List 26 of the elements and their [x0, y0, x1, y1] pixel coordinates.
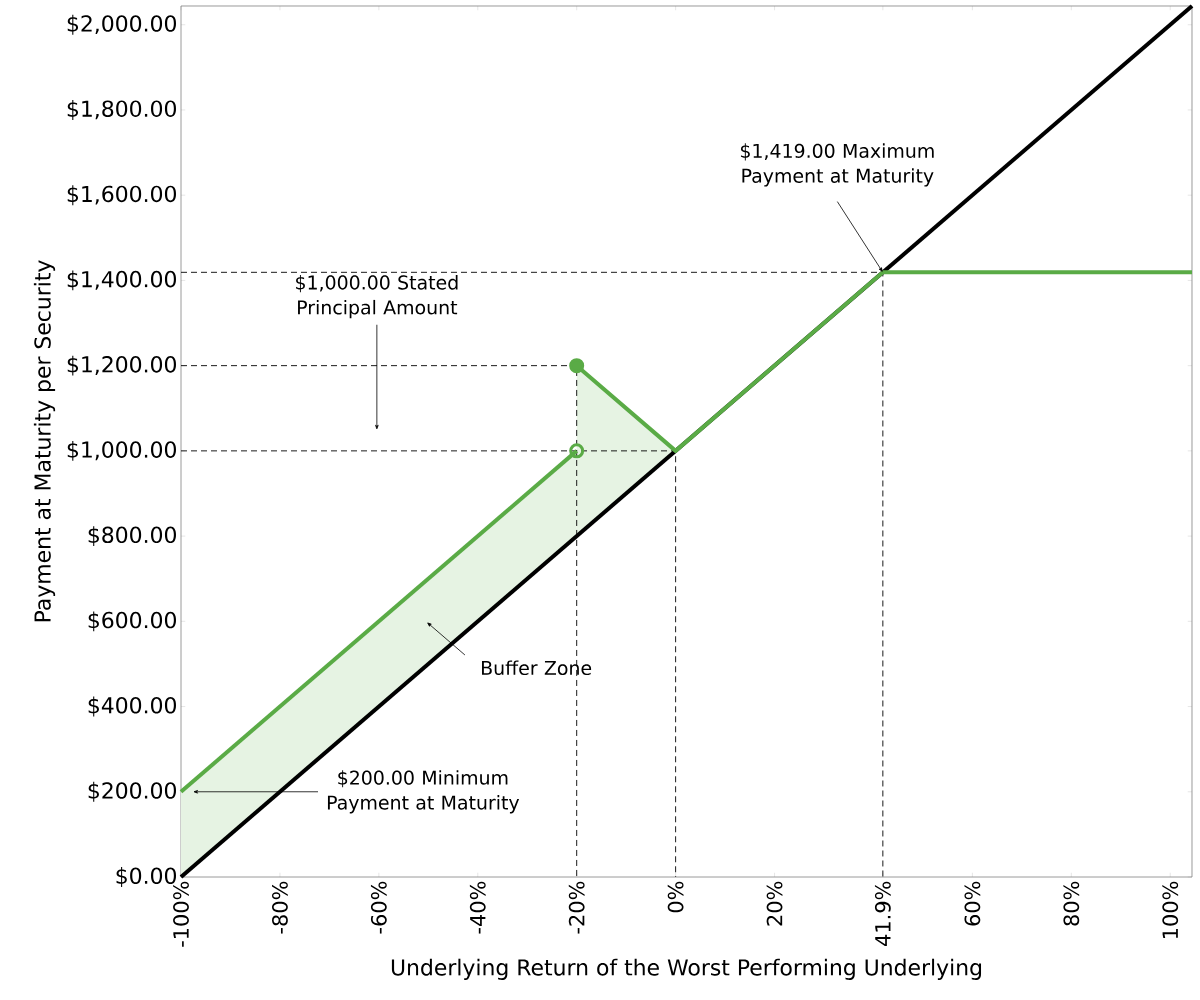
y-tick-label: $200.00: [88, 781, 176, 802]
y-tick-label: $1,400.00: [67, 270, 176, 291]
x-tick-label: -80%: [272, 881, 288, 934]
y-tick-label: $600.00: [88, 611, 176, 632]
x-tick-label: -60%: [370, 881, 387, 934]
annotation: Buffer Zone: [482, 660, 592, 676]
x-tick-label: 41.9%: [874, 881, 891, 946]
y-tick-label: $1,000.00: [67, 440, 176, 461]
x-tick-label: 60%: [964, 881, 981, 926]
y-tick-label: $800.00: [88, 526, 176, 547]
x-tick-label: 0%: [667, 881, 684, 913]
y-tick-label: $2,000.00: [67, 14, 176, 35]
y-axis-title: Payment at Maturity per Security: [33, 260, 56, 622]
x-tick-label: 20%: [766, 881, 783, 926]
y-tick-label: $1,200.00: [67, 355, 176, 376]
x-axis-title: Underlying Return of the Worst Performing Underlying: [391, 958, 982, 980]
y-tick-label: $1,600.00: [67, 185, 176, 206]
annotation: $1,000.00 Stated Principal Amount: [296, 275, 458, 319]
y-tick-label: $400.00: [88, 696, 176, 717]
x-tick-label: -40%: [469, 881, 486, 934]
annotation: $1,419.00 Maximum Payment at Maturity: [740, 143, 934, 187]
x-tick-label: 80%: [1063, 881, 1080, 926]
x-tick-label: -20%: [568, 881, 585, 934]
annotation: $200.00 Minimum Payment at Maturity: [327, 770, 520, 814]
x-tick-label: 100%: [1162, 881, 1179, 939]
y-tick-label: $1,800.00: [67, 100, 176, 120]
